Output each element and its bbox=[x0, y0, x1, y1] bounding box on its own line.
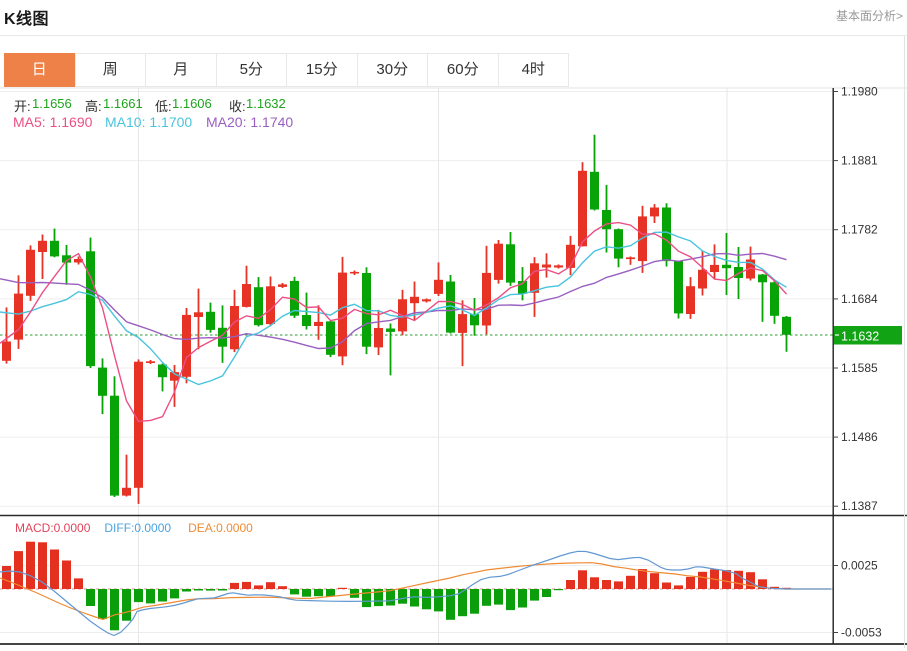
svg-text:0.0025: 0.0025 bbox=[841, 559, 878, 573]
svg-text:-0.0053: -0.0053 bbox=[841, 626, 882, 640]
svg-text:1.1782: 1.1782 bbox=[841, 223, 878, 237]
svg-text:1.1980: 1.1980 bbox=[841, 85, 878, 99]
svg-text:1.1585: 1.1585 bbox=[841, 361, 878, 375]
svg-text:1.1486: 1.1486 bbox=[841, 430, 878, 444]
svg-text:1.1632: 1.1632 bbox=[841, 330, 879, 344]
svg-text:1.1387: 1.1387 bbox=[841, 499, 878, 513]
svg-text:1.1881: 1.1881 bbox=[841, 154, 878, 168]
svg-text:1.1684: 1.1684 bbox=[841, 292, 878, 306]
